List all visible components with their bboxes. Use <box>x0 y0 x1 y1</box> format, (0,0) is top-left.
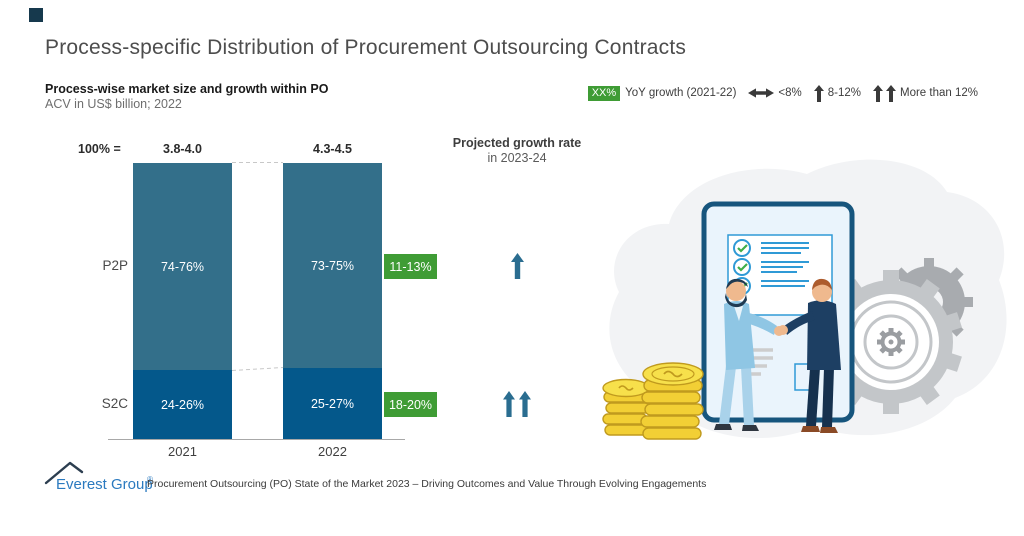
legend-badge-desc: YoY growth (2021-22) <box>625 87 737 99</box>
chart-units: ACV in US$ billion; 2022 <box>45 97 182 111</box>
up-arrow-icon <box>511 253 524 279</box>
bar-segment-p2p-2022: 73-75% <box>283 163 382 368</box>
x-axis-line <box>108 439 405 440</box>
year-label-2021: 2021 <box>168 444 197 459</box>
projected-arrow-p2p <box>511 253 524 279</box>
total-2022: 4.3-4.5 <box>313 142 352 156</box>
person-right <box>778 278 841 433</box>
legend: XX% YoY growth (2021-22) <8% 8-12% More … <box>587 84 978 102</box>
logo-text: Everest Group <box>56 476 153 493</box>
bar-segment-p2p-2021: 74-76% <box>133 163 232 370</box>
legend-item-label-mid: 8-12% <box>827 87 861 99</box>
yoy-growth-badge-s2c: 18-20% <box>384 392 437 417</box>
coins-icon <box>602 362 704 440</box>
mountain-icon <box>44 461 84 485</box>
chart-title: Process-wise market size and growth with… <box>45 82 329 96</box>
page-title: Process-specific Distribution of Procure… <box>45 36 687 59</box>
yoy-growth-badge-sample: XX% <box>587 85 621 101</box>
up-arrow-icon <box>519 391 531 417</box>
up-arrow-icon <box>813 84 824 102</box>
projected-arrow-s2c <box>503 391 531 417</box>
stacked-bar-2022: 73-75% 25-27% <box>283 163 382 439</box>
person-left <box>714 278 784 431</box>
logo-registered-mark: ® <box>147 475 153 484</box>
hundred-percent-label: 100% = <box>78 142 121 156</box>
year-label-2022: 2022 <box>318 444 347 459</box>
left-right-arrow-icon <box>748 88 775 98</box>
legend-item-label-high: More than 12% <box>900 87 978 99</box>
gear-large-icon <box>820 270 962 414</box>
legend-item-label-low: <8% <box>778 87 802 99</box>
double-up-arrow-icon <box>873 84 896 102</box>
projected-growth-header: Projected growth rate in 2023-24 <box>437 136 597 166</box>
row-label-s2c: S2C <box>101 396 128 411</box>
projected-growth-line2: in 2023-24 <box>487 151 547 165</box>
everest-group-logo: Everest Group ® <box>44 461 153 493</box>
up-arrow-icon <box>503 391 515 417</box>
handshake-illustration <box>602 159 1007 440</box>
chart-header: Process-wise market size and growth with… <box>45 82 328 112</box>
total-2021: 3.8-4.0 <box>163 142 202 156</box>
yoy-growth-badge-p2p: 11-13% <box>384 254 437 279</box>
brand-corner-square <box>29 8 43 22</box>
footer-note: Procurement Outsourcing (PO) State of th… <box>147 478 707 490</box>
bar-segment-s2c-2021: 24-26% <box>133 370 232 439</box>
projected-growth-line1: Projected growth rate <box>452 136 582 150</box>
row-label-p2p: P2P <box>102 258 128 273</box>
bar-segment-s2c-2022: 25-27% <box>283 368 382 439</box>
stacked-bar-2021: 74-76% 24-26% <box>133 163 232 439</box>
